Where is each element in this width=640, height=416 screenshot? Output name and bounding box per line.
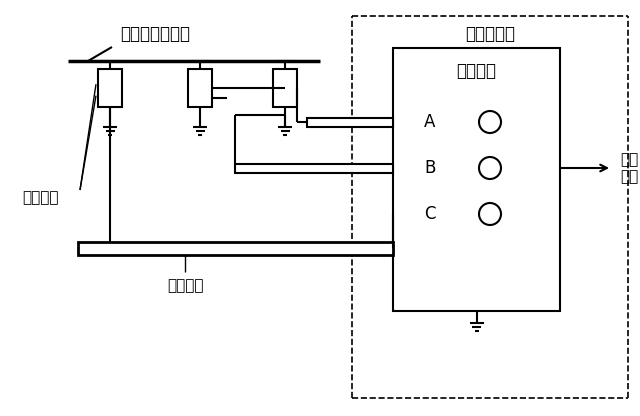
- Bar: [188, 69, 212, 107]
- Text: A: A: [424, 113, 436, 131]
- Circle shape: [479, 157, 501, 179]
- Circle shape: [479, 111, 501, 133]
- Bar: [78, 242, 393, 255]
- Circle shape: [479, 203, 501, 225]
- Bar: [98, 69, 122, 107]
- Text: 一次设备带电体: 一次设备带电体: [120, 25, 190, 43]
- Bar: [235, 163, 393, 173]
- Text: 联锁
输出: 联锁 输出: [620, 152, 638, 184]
- Text: 显示单元: 显示单元: [456, 62, 497, 80]
- Text: C: C: [424, 205, 436, 223]
- Bar: [307, 117, 393, 126]
- Text: 感应单元: 感应单元: [22, 191, 58, 206]
- Text: B: B: [424, 159, 436, 177]
- Bar: [273, 69, 297, 107]
- Text: 开关控制柜: 开关控制柜: [465, 25, 515, 43]
- Bar: [393, 48, 560, 311]
- Text: 屏蔽电缆: 屏蔽电缆: [167, 278, 204, 294]
